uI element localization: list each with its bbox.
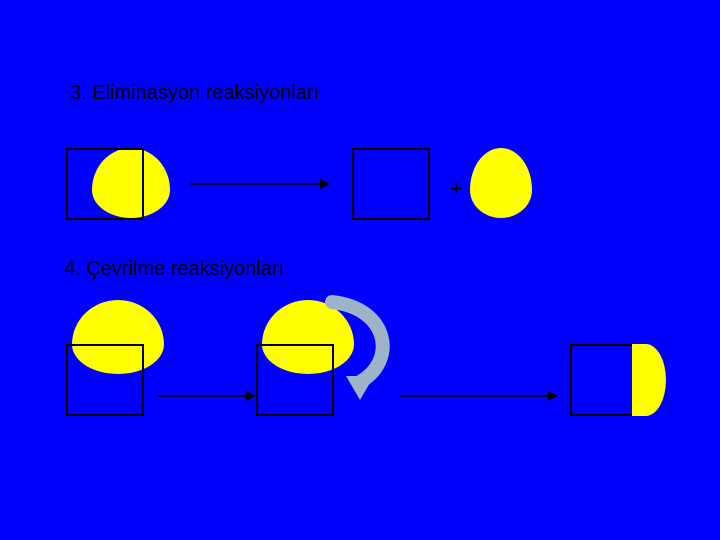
row2-arrow-2 [0,0,720,540]
